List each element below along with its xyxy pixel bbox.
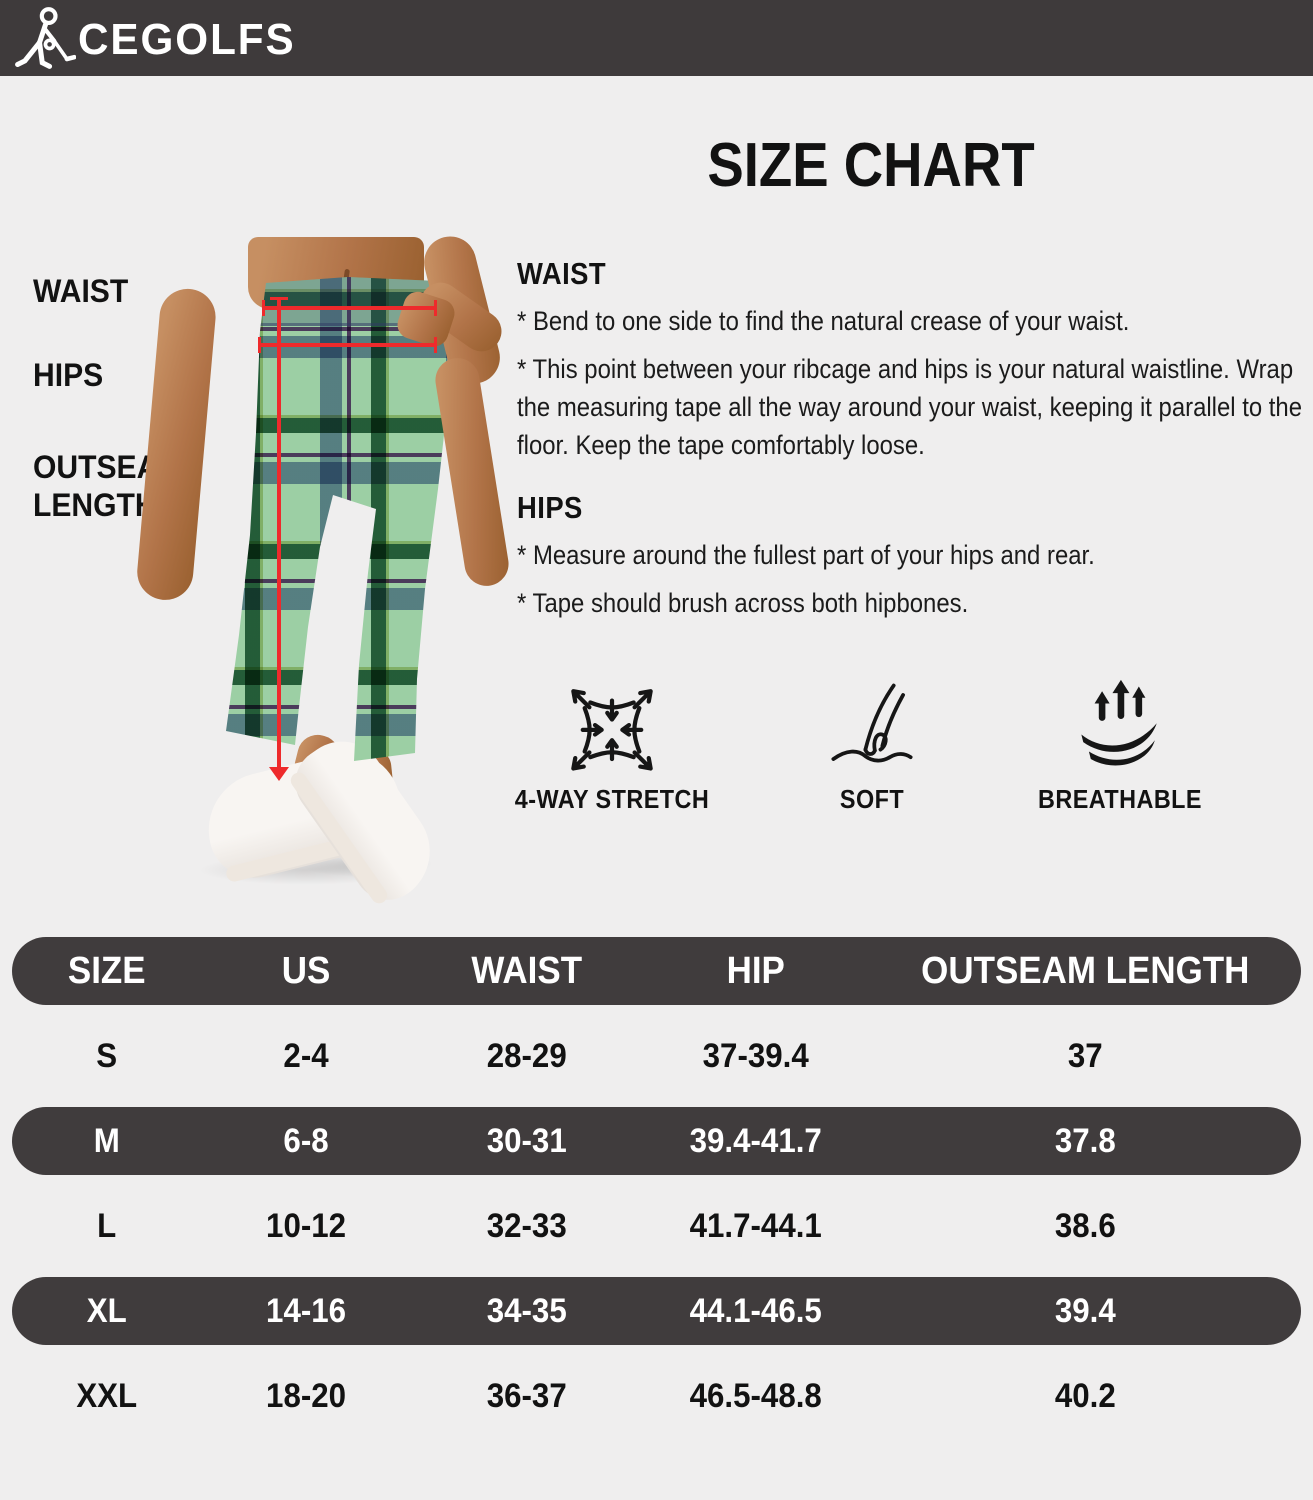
cell-waist: 28-29 — [486, 1036, 567, 1075]
soft-icon — [712, 678, 1032, 776]
model-arm-right-lower — [432, 354, 512, 590]
hip-line-tick — [258, 337, 261, 353]
table-row-xl: XL 14-16 34-35 44.1-46.5 39.4 — [12, 1277, 1301, 1345]
cell-size: M — [93, 1121, 120, 1160]
cell-outseam: 37 — [1068, 1036, 1104, 1075]
size-table: SIZE US WAIST HIP OUTSEAM LENGTH S 2-4 2… — [12, 937, 1301, 1447]
cell-us: 2-4 — [283, 1036, 330, 1075]
cell-waist: 36-37 — [486, 1376, 567, 1415]
cell-outseam: 39.4 — [1055, 1291, 1117, 1330]
golfer-a-icon — [14, 6, 76, 70]
size-table-header: SIZE US WAIST HIP OUTSEAM LENGTH — [12, 937, 1301, 1005]
header-cell-us: US — [282, 949, 331, 992]
waist-line-tick — [434, 300, 437, 316]
outseam-measure-line — [277, 299, 281, 769]
waist-bullet: * Bend to one side to find the natural c… — [517, 306, 1130, 336]
feature-label: BREATHABLE — [1038, 784, 1202, 814]
waist-line-tick — [262, 300, 265, 316]
feature-soft: SOFT — [712, 678, 1032, 815]
topbar: CEGOLFS — [0, 0, 1313, 76]
model-arm-left — [134, 286, 218, 603]
cell-hip: 46.5-48.8 — [689, 1376, 822, 1415]
cell-size: XL — [86, 1291, 127, 1330]
cell-hip: 44.1-46.5 — [689, 1291, 822, 1330]
cell-waist: 34-35 — [486, 1291, 567, 1330]
hips-bullet: * Measure around the fullest part of you… — [517, 540, 1095, 570]
breathable-icon — [960, 678, 1280, 776]
cell-us: 6-8 — [283, 1121, 330, 1160]
model-figure — [134, 230, 512, 937]
header-cell-waist: WAIST — [470, 949, 582, 992]
cell-hip: 37-39.4 — [702, 1036, 809, 1075]
header-cell-outseam: OUTSEAM LENGTH — [921, 949, 1250, 992]
cell-us: 18-20 — [266, 1376, 347, 1415]
waist-measure-line — [264, 306, 436, 310]
cell-waist: 32-33 — [486, 1206, 567, 1245]
table-row-l: L 10-12 32-33 41.7-44.1 38.6 — [12, 1192, 1301, 1260]
feature-label: 4-WAY STRETCH — [514, 784, 710, 814]
feature-breathable: BREATHABLE — [960, 678, 1280, 815]
cell-hip: 39.4-41.7 — [689, 1121, 822, 1160]
cell-hip: 41.7-44.1 — [689, 1206, 822, 1245]
cell-us: 10-12 — [266, 1206, 347, 1245]
hip-measure-line — [260, 343, 436, 347]
brand-logo: CEGOLFS — [14, 6, 305, 70]
feature-stretch: 4-WAY STRETCH — [452, 678, 772, 815]
cell-size: XXL — [76, 1376, 138, 1415]
page-title: SIZE CHART — [707, 131, 1035, 200]
hips-bullet: * Tape should brush across both hipbones… — [517, 588, 969, 618]
measure-label-hips: HIPS — [33, 357, 104, 393]
table-row-m: M 6-8 30-31 39.4-41.7 37.8 — [12, 1107, 1301, 1175]
hips-heading: HIPS — [517, 490, 583, 525]
stretch-icon — [452, 678, 772, 776]
brand-wordmark: CEGOLFS — [78, 15, 296, 64]
instructions: WAIST * Bend to one side to find the nat… — [517, 256, 1313, 622]
header-cell-size: SIZE — [67, 949, 146, 992]
cell-us: 14-16 — [266, 1291, 347, 1330]
outseam-line-tick — [270, 297, 288, 300]
table-row-xxl: XXL 18-20 36-37 46.5-48.8 40.2 — [12, 1362, 1301, 1430]
waist-bullet: * This point between your ribcage and hi… — [517, 354, 1303, 460]
cell-outseam: 40.2 — [1055, 1376, 1117, 1415]
measure-label-waist: WAIST — [33, 273, 129, 309]
feature-label: SOFT — [839, 784, 905, 814]
cell-outseam: 38.6 — [1055, 1206, 1117, 1245]
header-cell-hip: HIP — [726, 949, 785, 992]
cell-size: S — [96, 1036, 118, 1075]
cell-waist: 30-31 — [486, 1121, 567, 1160]
waist-heading: WAIST — [517, 256, 607, 291]
hip-line-tick — [434, 337, 437, 353]
cell-size: L — [97, 1206, 117, 1245]
cell-outseam: 37.8 — [1055, 1121, 1117, 1160]
table-row-s: S 2-4 28-29 37-39.4 37 — [12, 1022, 1301, 1090]
outseam-arrow — [269, 767, 289, 781]
